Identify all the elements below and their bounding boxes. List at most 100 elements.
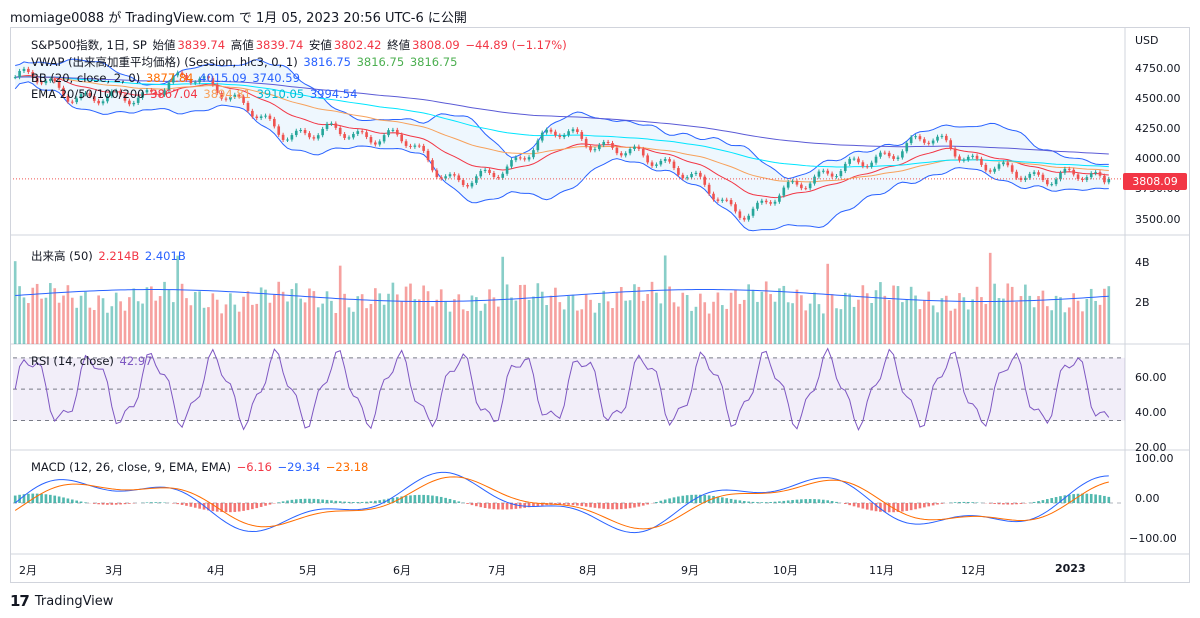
volume-bar (189, 305, 193, 344)
candle (13, 77, 17, 79)
volume-bar (475, 297, 478, 344)
volume-bar (101, 298, 105, 344)
volume-bar (13, 261, 17, 344)
macd-histogram-bar (237, 503, 241, 512)
candle (857, 158, 860, 163)
macd-histogram-bar (290, 499, 294, 503)
candle (435, 170, 439, 178)
candle (589, 146, 592, 151)
macd-histogram-bar (128, 503, 131, 504)
macd-histogram-bar (861, 503, 865, 509)
volume-bar (936, 312, 939, 344)
volume-bar (751, 289, 755, 344)
volume-bar (1059, 297, 1062, 344)
volume-bar (817, 304, 821, 344)
candle (101, 101, 105, 104)
candle (365, 132, 368, 138)
macd-histogram-bar (404, 495, 408, 503)
candle (303, 130, 307, 134)
candle (483, 169, 487, 171)
macd-histogram-bar (119, 503, 122, 505)
volume-bar (558, 302, 562, 344)
candle (769, 202, 772, 204)
ema-value-1: 3867.04 (150, 87, 198, 101)
volume-bar (1072, 293, 1075, 344)
macd-histogram-bar (207, 503, 210, 511)
volume-bar (852, 306, 856, 344)
candle (470, 182, 474, 187)
volume-bar (1045, 306, 1049, 344)
volume-bar (580, 309, 584, 344)
rsi-label[interactable]: RSI (14, close) (31, 354, 114, 368)
volume-bar (70, 297, 74, 344)
ema-label[interactable]: EMA 20/50/100/200 (31, 87, 145, 101)
macd-histogram-bar (1002, 503, 1005, 505)
candle (352, 133, 355, 138)
volume-bar (106, 312, 109, 344)
volume-bar (1063, 312, 1067, 344)
volume-bar (444, 301, 447, 344)
candle (1037, 172, 1040, 175)
macd-histogram-bar (800, 499, 803, 503)
bb-value-3: 3740.59 (252, 71, 300, 85)
macd-histogram-bar (953, 502, 957, 503)
volume-bar (1006, 283, 1010, 344)
candle (795, 181, 799, 185)
candle (619, 153, 623, 156)
candle (374, 142, 377, 145)
volume-bar (835, 308, 838, 344)
candle (940, 135, 944, 137)
chart-frame[interactable]: S&P500指数, 1日, SP 始値 3839.74 高値 3839.74 安値 3… (10, 27, 1190, 583)
volume-bar (527, 299, 531, 344)
macd-histogram-bar (1050, 498, 1054, 503)
candle (395, 129, 399, 135)
brand-label[interactable]: TradingView (34, 593, 114, 609)
volume-bar (18, 286, 21, 344)
volume-bar (800, 295, 803, 344)
candle (338, 127, 342, 135)
macd-histogram-bar (677, 496, 680, 503)
volume-bar (716, 292, 720, 344)
volume-bar (294, 283, 298, 344)
volume-bar (88, 307, 92, 344)
candle (404, 141, 408, 146)
macd-histogram-bar (510, 503, 513, 510)
macd-histogram-bar (334, 500, 338, 503)
volume-bar (1103, 288, 1106, 344)
vwap-label[interactable]: VWAP (出来高加重平均価格) (Session, hlc3, 0, 1) (31, 55, 298, 69)
macd-histogram-bar (246, 503, 250, 511)
tradingview-logo-icon[interactable]: 17 (10, 592, 30, 610)
volume-bar (391, 282, 395, 344)
bb-label[interactable]: BB (20, close, 2, 0) (31, 71, 141, 85)
chart-canvas[interactable] (11, 28, 1189, 582)
volume-bar (1032, 307, 1036, 344)
currency-label: USD (1135, 34, 1159, 47)
macd-histogram-bar (233, 503, 237, 512)
candle (527, 157, 531, 160)
macd-histogram-bar (1098, 495, 1102, 503)
volume-bar (822, 313, 825, 344)
candle (281, 134, 285, 140)
symbol-label[interactable]: S&P500指数, 1日, SP (31, 38, 147, 52)
candle (861, 162, 865, 167)
change-value: −44.89 (−1.17%) (465, 38, 567, 52)
candle (79, 94, 83, 99)
volume-bar (237, 311, 241, 344)
volume-bar (92, 309, 96, 344)
macd-histogram-bar (391, 497, 395, 503)
candle (923, 139, 926, 143)
volume-bar (804, 310, 808, 344)
candle (1067, 168, 1071, 170)
ema-100-line (15, 76, 1109, 168)
candle (685, 177, 689, 179)
macd-histogram-bar (830, 501, 834, 503)
volume-bar (1041, 290, 1045, 344)
macd-histogram-bar (712, 495, 715, 503)
volume-label[interactable]: 出来高 (50) (31, 249, 93, 263)
candle (690, 173, 693, 178)
volume-bar (1076, 300, 1080, 344)
candle (202, 76, 206, 79)
macd-label[interactable]: MACD (12, 26, close, 9, EMA, EMA) (31, 460, 231, 474)
month-label: 12月 (961, 564, 986, 577)
price-tick: 4500.00 (1135, 92, 1181, 105)
